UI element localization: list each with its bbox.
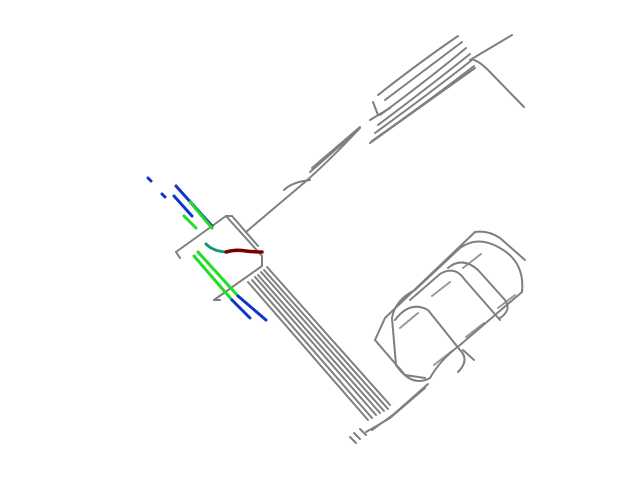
upper-ramp-connector [369,107,391,121]
bottom-stub-3 [359,428,367,436]
upper-ramp-lane-5 [374,59,473,134]
track-teal-curve [204,242,230,254]
upper-ramp-lane-1 [377,35,459,96]
track-blue-lower-1 [230,298,252,320]
parking-marks [399,253,516,366]
upper-ramp-lane-7 [369,67,476,144]
parking-mark-5 [465,322,485,338]
parking-mark-6 [433,350,453,366]
lower-lane-5 [260,271,385,412]
track-green-lower-1 [192,254,234,302]
lower-lane-1 [247,281,369,421]
loop-ring-inner-right [394,305,466,373]
lower-lane-4 [257,274,381,414]
parking-mark-3 [462,253,482,269]
upper-right-branch [469,34,525,108]
loop-ring-inner-left [409,269,501,321]
lane-tracks [146,176,268,322]
track-green-upper-1 [188,200,214,230]
diagonal-connector-road-3 [311,126,361,169]
upper-ramp-stub [372,101,379,116]
track-green-upper-2 [182,214,198,230]
lower-lane-7 [266,266,391,406]
track-blue-lower-2 [236,294,268,322]
loop-spur [462,349,475,361]
lower-diagonal-lanes [247,266,391,421]
diagonal-connector-road-2 [309,129,359,173]
parking-mark-2 [431,281,451,297]
bottom-lanes-merge-2 [371,383,429,431]
junction-inner [225,215,259,247]
ego-trajectory [224,248,264,254]
loop-outer [374,230,526,341]
loop-area [374,230,526,382]
track-blue-dot-2 [160,192,167,199]
bottom-stub-1 [349,436,357,444]
upper-ramp-lanes [369,35,476,144]
road-network [175,34,526,444]
track-blue-upper-2 [172,194,194,218]
track-blue-dot-1 [146,176,153,183]
parking-mark-1 [399,312,419,329]
parking-mark-4 [497,294,516,309]
upper-ramp-lane-2 [384,41,463,101]
bottom-stub-2 [353,432,361,440]
upper-ramp-lane-4 [377,53,471,126]
lower-lane-2 [251,279,373,419]
lower-lane-3 [254,276,377,416]
loop-outer-bottom [374,339,426,379]
track-green-lower-2 [196,250,240,298]
junction-outline-left [175,251,181,259]
lower-lane-6 [263,269,389,410]
loop-ring-inner-mid [447,261,509,319]
curve-stub [283,179,311,191]
loop-ring-outer [391,240,524,382]
ego-trajectory-line [224,248,264,254]
